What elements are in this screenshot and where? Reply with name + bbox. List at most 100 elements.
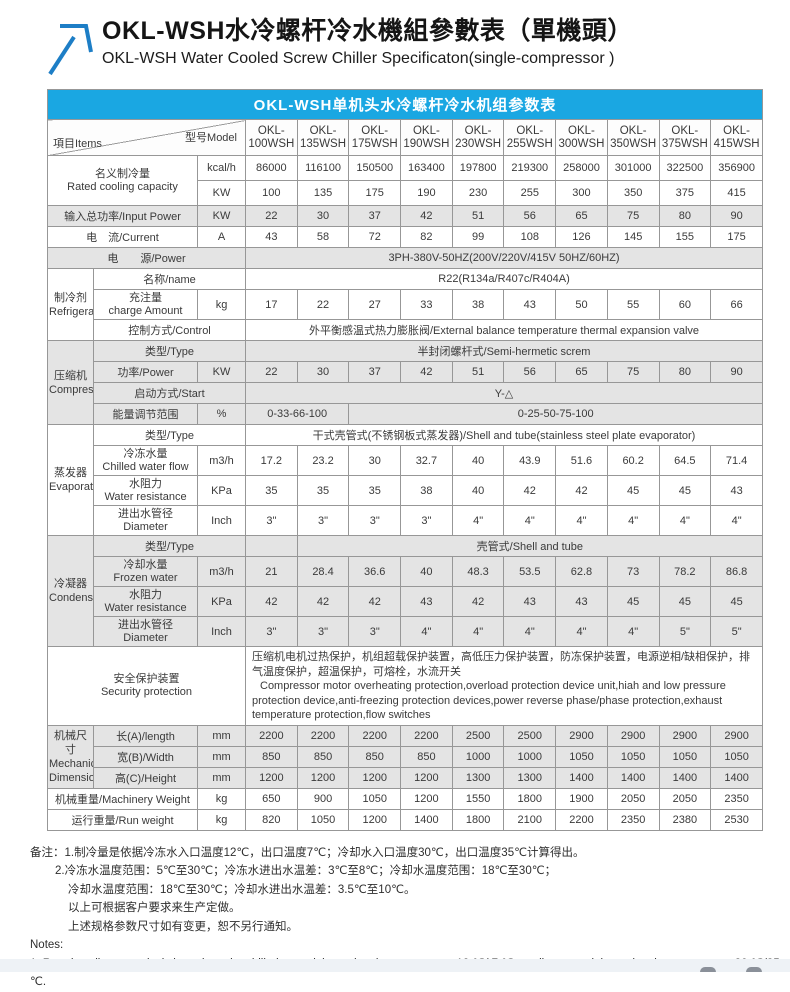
value-cell: 35	[296, 475, 350, 506]
row-height: 高(C)/Height mm 1200 1200 1200 1200 1300 1300 1…	[48, 766, 763, 789]
model-column-header: OKL- 350WSH	[606, 119, 660, 156]
row-chilled-water-flow: 冷冻水量 Chilled water flow m3/h 17.2 23.2 30 3…	[48, 445, 763, 476]
row-cond-water-resistance: 水阻力 Water resistance KPa 42 42 42 43 42 43 43 4…	[48, 586, 763, 617]
input-power-label: 输入总功率/Input Power	[47, 205, 198, 227]
value-cell: 21	[245, 556, 298, 587]
condenser-type-empty-cell	[245, 535, 298, 557]
row-cooling-water-flow: 冷却水量 Frozen water m3/h 21 28.4 36.6 40 48.3 5…	[48, 556, 763, 587]
note-line: 以上可根据客户要求来生产定做。	[68, 902, 241, 914]
value-cell: 820	[245, 808, 298, 831]
value-cell: 4"	[606, 505, 660, 536]
security-protection-value: 压缩机电机过热保护，机组超载保护装置，高低压力保护装置，防冻保护装置，电源逆相/…	[245, 646, 763, 726]
power-supply-value: 3PH-380V-50HZ(200V/220V/415V 50HZ/60HZ)	[245, 247, 763, 269]
value-cell: 86000	[245, 155, 298, 181]
value-cell: 2200	[296, 724, 350, 747]
corner-header-cell: 項目Items 型号Model	[47, 119, 246, 156]
value-cell: 850	[296, 745, 350, 768]
value-cell: 1800	[451, 808, 505, 831]
compressor-type-value: 半封闭螺杆式/Semi-hermetic screm	[245, 340, 763, 362]
row-evap-water-resistance: 水阻力 Water resistance KPa 35 35 35 38 40 42 42 4…	[48, 475, 763, 506]
value-cell: 4"	[400, 616, 453, 647]
row-compressor-type: 压缩机 Compressor 类型/Type 半封闭螺杆式/Semi-herme…	[47, 340, 763, 425]
value-cell: 22	[245, 205, 298, 227]
value-cell: 37	[348, 205, 402, 227]
unit-cell: kg	[197, 289, 246, 320]
energy-range-label: 能量调节范围	[93, 403, 198, 425]
unit-cell: m3/h	[197, 445, 246, 476]
value-cell: 1050	[555, 745, 608, 768]
value-cell: 43	[710, 475, 763, 506]
energy-range-large: 0-25-50-75-100	[348, 403, 763, 425]
cooling-water-flow-label: 冷却水量 Frozen water	[93, 556, 198, 587]
column-header-row: 項目Items 型号Model OKL- 100WSH OKL- 135WSH OKL-…	[47, 119, 763, 156]
value-cell: 1400	[555, 766, 608, 789]
value-cell: 145	[606, 226, 660, 248]
value-cell: 135	[296, 180, 350, 206]
value-cell: 4"	[503, 616, 557, 647]
value-cell: 1900	[555, 787, 608, 810]
value-cell: 1200	[348, 808, 402, 831]
unit-cell: mm	[197, 766, 246, 789]
value-cell: 1050	[296, 808, 350, 831]
unit-cell: KPa	[197, 586, 246, 617]
value-cell: 2200	[555, 808, 608, 831]
value-cell: 64.5	[658, 445, 712, 476]
model-column-header: OKL- 230WSH	[451, 119, 505, 156]
unit-cell: Inch	[197, 505, 246, 536]
note-line: Notes:	[30, 939, 64, 951]
row-compressor-start: 启动方式/Start Y-△	[48, 382, 763, 404]
value-cell: 38	[451, 289, 505, 320]
value-cell: 43	[555, 586, 608, 617]
unit-cell: kcal/h	[197, 155, 246, 181]
note-line: 2.冷冻水温度范围：5℃至30℃；冷冻水进出水温差：3℃至8℃；冷却水温度范围：…	[55, 865, 557, 877]
cooling-capacity-label: 名义制冷量 Rated cooling capacity	[47, 155, 198, 206]
value-cell: 45	[606, 475, 660, 506]
value-cell: 175	[710, 226, 763, 248]
value-cell: 1200	[245, 766, 298, 789]
value-cell: 43	[245, 226, 298, 248]
value-cell: 197800	[451, 155, 505, 181]
row-refrigerant-charge: 充注量 charge Amount kg 17 22 27 33 38 43 50 55 60 6…	[48, 289, 763, 320]
start-mode-label: 启动方式/Start	[93, 382, 246, 404]
cutoff-shape	[700, 967, 716, 972]
value-cell: 45	[710, 586, 763, 617]
row-current: 电 流/Current A 43 58 72 82 99 108 126 145 155 175	[47, 226, 763, 248]
energy-range-small: 0-33-66-100	[244, 403, 350, 425]
value-cell: 322500	[658, 155, 712, 181]
table-banner: OKL-WSH单机头水冷螺杆冷水机组参数表	[47, 89, 763, 120]
value-cell: 375	[658, 180, 712, 206]
value-cell: 43	[400, 586, 453, 617]
model-column-header: OKL- 135WSH	[296, 119, 350, 156]
spec-table: OKL-WSH单机头水冷螺杆冷水机组参数表 項目Items 型号Model OK…	[47, 89, 764, 831]
value-cell: 2050	[658, 787, 712, 810]
value-cell: 45	[658, 475, 712, 506]
value-cell: 2200	[400, 724, 453, 747]
brand-arrow-icon	[48, 24, 93, 76]
value-cell: 3"	[348, 616, 402, 647]
value-cell: 58	[296, 226, 350, 248]
model-column-header: OKL- 100WSH	[245, 119, 298, 156]
value-cell: 40	[400, 556, 453, 587]
value-cell: 32.7	[400, 445, 453, 476]
value-cell: 258000	[555, 155, 608, 181]
row-input-power: 输入总功率/Input Power KW 22 30 37 42 51 56 65 75 80 9…	[47, 205, 763, 227]
value-cell: 4"	[555, 616, 608, 647]
value-cell: 55	[606, 289, 660, 320]
value-cell: 50	[555, 289, 608, 320]
value-cell: 65	[555, 361, 608, 383]
value-cell: 2500	[451, 724, 505, 747]
control-value: 外平衡感温式热力膨胀阀/External balance temperature…	[245, 319, 763, 341]
note-line: 冷却水温度范围：18℃至30℃；冷却水进出水温差：3.5℃至10℃。	[68, 883, 416, 896]
row-run-weight: 运行重量/Run weight kg 820 1050 1200 1400 1800 21…	[47, 808, 763, 831]
value-cell: 190	[400, 180, 453, 206]
bottom-cutoff-strip	[0, 959, 790, 972]
refrigerant-name-value: R22(R134a/R407c/R404A)	[245, 268, 763, 290]
length-label: 长(A)/length	[93, 724, 198, 747]
width-label: 宽(B)/Width	[93, 745, 198, 768]
value-cell: 155	[658, 226, 712, 248]
spec-table-container: OKL-WSH单机头水冷螺杆冷水机组参数表 項目Items 型号Model OK…	[47, 89, 764, 831]
condenser-type-value: 壳管式/Shell and tube	[296, 535, 764, 557]
value-cell: 37	[348, 361, 402, 383]
value-cell: 301000	[606, 155, 660, 181]
value-cell: 300	[555, 180, 608, 206]
